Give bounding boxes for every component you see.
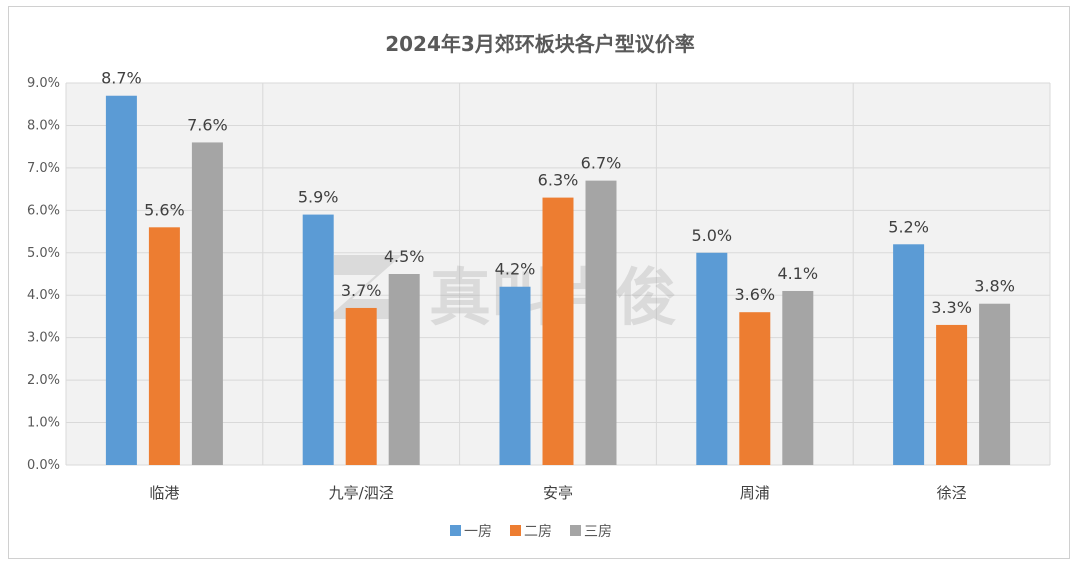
legend-swatch (450, 525, 461, 536)
bar (782, 290, 814, 465)
bar (345, 307, 377, 465)
x-category-label: 周浦 (740, 484, 770, 502)
data-label: 3.6% (734, 285, 775, 304)
legend: 一房 二房 三房 (450, 524, 612, 540)
y-tick-label: 7.0% (27, 161, 60, 176)
legend-label: 三房 (584, 524, 612, 540)
y-tick-label: 0.0% (27, 458, 60, 473)
data-labels: 8.7% 5.6% 7.6% 5.9% 3.7%4.5% 4.2% 6.3%6.7% 5.0%… (101, 69, 1015, 317)
bar (105, 95, 137, 465)
legend-swatch (510, 525, 521, 536)
data-label: 3.7% (341, 281, 382, 300)
y-axis-ticks: 0.0% 1.0% 2.0% 3.0% 4.0% 5.0% 6.0% 7.0% 8.0% 9.0% (27, 76, 60, 473)
data-label: 7.6% (187, 115, 228, 134)
y-tick-label: 1.0% (27, 416, 60, 431)
y-tick-label: 4.0% (27, 288, 60, 303)
y-tick-label: 3.0% (27, 331, 60, 346)
data-label: 5.0% (691, 226, 732, 245)
legend-label: 二房 (524, 524, 552, 540)
y-tick-label: 9.0% (27, 76, 60, 91)
data-label: 3.3% (931, 298, 972, 317)
bar (936, 324, 968, 465)
data-label: 4.1% (777, 264, 818, 283)
data-label: 4.5% (384, 247, 425, 266)
y-tick-label: 6.0% (27, 203, 60, 218)
data-label: 3.8% (974, 277, 1015, 296)
bar (191, 142, 223, 465)
bar-chart: 真叫卢俊 8.7%5.6%7.6%5.9%3.7%4.5%4.2%6.3%6.7… (27, 32, 1051, 540)
bars (105, 95, 1011, 465)
data-label: 6.3% (538, 171, 579, 190)
data-label: 5.6% (144, 200, 185, 219)
chart-title: 2024年3月郊环板块各户型议价率 (385, 32, 695, 56)
chart-frame: 真叫卢俊 8.7%5.6%7.6%5.9%3.7%4.5%4.2%6.3%6.7… (8, 6, 1070, 559)
data-label: 4.2% (495, 260, 536, 279)
x-category-label: 临港 (149, 484, 179, 502)
data-label: 8.7% (101, 69, 142, 88)
bar (739, 312, 771, 465)
bar (499, 286, 531, 465)
data-label: 5.9% (298, 188, 339, 207)
x-category-label: 九亭/泗泾 (329, 484, 394, 502)
y-tick-label: 8.0% (27, 118, 60, 133)
legend-label: 一房 (464, 524, 492, 540)
bar (696, 252, 728, 465)
x-category-label: 徐泾 (937, 484, 967, 502)
data-label: 5.2% (888, 217, 929, 236)
x-category-label: 安亭 (543, 484, 573, 502)
data-label: 6.7% (581, 154, 622, 173)
y-tick-label: 5.0% (27, 246, 60, 261)
x-axis-categories: 临港 九亭/泗泾 安亭 周浦 徐泾 (149, 484, 966, 502)
bar (148, 227, 180, 465)
bar (388, 274, 420, 465)
y-tick-label: 2.0% (27, 373, 60, 388)
bar (893, 244, 925, 465)
bar (542, 197, 574, 465)
legend-swatch (570, 525, 581, 536)
bar (979, 303, 1011, 465)
bar (585, 180, 617, 465)
bar (302, 214, 334, 465)
